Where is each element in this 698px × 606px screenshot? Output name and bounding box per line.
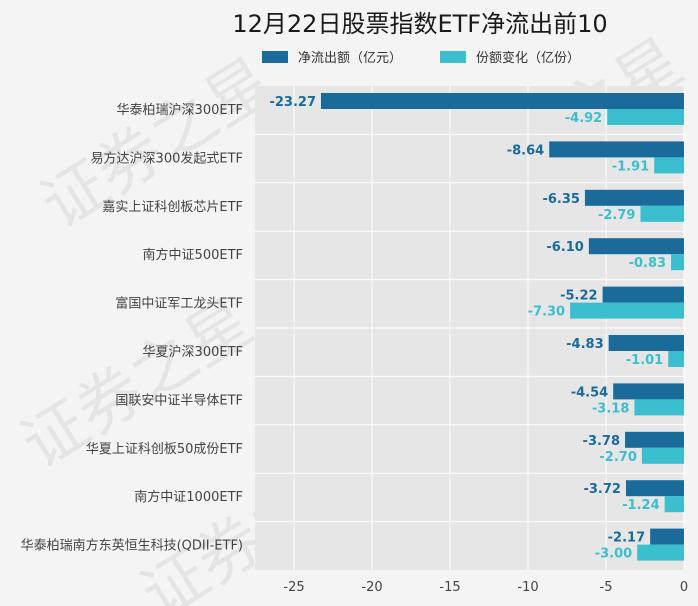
data-label-share-change: -0.83 bbox=[629, 256, 666, 271]
bar-share-change bbox=[607, 109, 684, 125]
x-tick-label: -20 bbox=[361, 580, 382, 595]
data-label-net-outflow: -4.83 bbox=[566, 337, 603, 352]
bar-share-change bbox=[640, 205, 684, 222]
bar-share-change bbox=[664, 496, 684, 513]
bar-net-outflow bbox=[650, 528, 684, 545]
data-label-net-outflow: -3.72 bbox=[583, 482, 620, 497]
legend-label-share-change: 份额变化（亿份） bbox=[476, 50, 580, 66]
legend-label-net-outflow: 净流出额（亿元） bbox=[298, 51, 402, 66]
labels-layer: 华泰柏瑞沪深300ETF -23.27 -4.92 易方达沪深300发起式ETF -8.… bbox=[21, 95, 666, 562]
x-tick-label: 0 bbox=[680, 580, 688, 595]
x-tick-label: -15 bbox=[439, 580, 460, 595]
bar-net-outflow bbox=[549, 141, 684, 158]
category-label: 嘉实上证科创板芯片ETF bbox=[102, 200, 243, 215]
bar-net-outflow bbox=[588, 238, 684, 255]
bar-net-outflow bbox=[625, 431, 684, 448]
bar-share-change bbox=[654, 157, 684, 174]
data-label-share-change: -1.01 bbox=[626, 353, 663, 368]
data-label-net-outflow: -4.54 bbox=[571, 385, 608, 400]
legend: 净流出额（亿元） 份额变化（亿份） bbox=[262, 50, 580, 66]
data-label-net-outflow: -2.17 bbox=[608, 531, 645, 546]
bar-net-outflow bbox=[584, 189, 684, 206]
data-label-share-change: -2.79 bbox=[598, 208, 635, 223]
category-label: 华夏沪深300ETF bbox=[143, 344, 243, 360]
data-label-net-outflow: -6.10 bbox=[546, 240, 583, 255]
bar-share-change bbox=[668, 351, 684, 367]
x-tick-label: -10 bbox=[517, 580, 538, 595]
data-label-net-outflow: -8.64 bbox=[507, 143, 544, 158]
legend-swatch-net-outflow bbox=[262, 51, 288, 63]
chart-title: 12月22日股票指数ETF净流出前10 bbox=[232, 10, 607, 38]
category-label: 南方中证1000ETF bbox=[134, 489, 243, 505]
bar-share-change bbox=[671, 254, 684, 271]
bar-share-change bbox=[637, 544, 684, 561]
bars-layer bbox=[320, 93, 684, 561]
data-label-net-outflow: -3.78 bbox=[583, 434, 620, 449]
category-label: 华泰柏瑞南方东英恒生科技(QDII-ETF) bbox=[21, 538, 243, 554]
x-tick-label: -25 bbox=[283, 580, 304, 595]
data-label-share-change: -3.18 bbox=[592, 401, 629, 416]
bar-net-outflow bbox=[320, 93, 684, 109]
data-label-net-outflow: -5.22 bbox=[560, 289, 597, 304]
data-label-share-change: -7.30 bbox=[528, 305, 565, 320]
bar-share-change bbox=[641, 447, 684, 464]
category-label: 富国中证军工龙头ETF bbox=[115, 296, 243, 312]
bar-share-change bbox=[634, 399, 684, 416]
bar-net-outflow bbox=[613, 383, 684, 400]
bar-net-outflow bbox=[602, 286, 684, 303]
legend-swatch-share-change bbox=[440, 51, 466, 63]
bar-net-outflow bbox=[608, 335, 684, 351]
data-label-share-change: -1.91 bbox=[612, 159, 649, 174]
data-label-share-change: -3.00 bbox=[595, 547, 632, 562]
data-label-share-change: -4.92 bbox=[565, 111, 602, 126]
category-label: 南方中证500ETF bbox=[143, 247, 243, 263]
data-label-share-change: -1.24 bbox=[622, 498, 659, 513]
x-tick-label: -5 bbox=[600, 580, 613, 595]
category-label: 华泰柏瑞沪深300ETF bbox=[117, 102, 243, 118]
bar-net-outflow bbox=[625, 480, 684, 497]
grid-layer: -25 -20 -15 -10 -5 0 bbox=[255, 86, 688, 595]
category-label: 华夏上证科创板50成份ETF bbox=[86, 442, 243, 457]
data-label-net-outflow: -23.27 bbox=[269, 95, 316, 110]
category-label: 易方达沪深300发起式ETF bbox=[91, 150, 243, 166]
category-label: 国联安中证半导体ETF bbox=[115, 393, 243, 408]
bar-share-change bbox=[570, 302, 684, 319]
data-label-share-change: -2.70 bbox=[599, 450, 636, 465]
data-label-net-outflow: -6.35 bbox=[542, 192, 579, 207]
